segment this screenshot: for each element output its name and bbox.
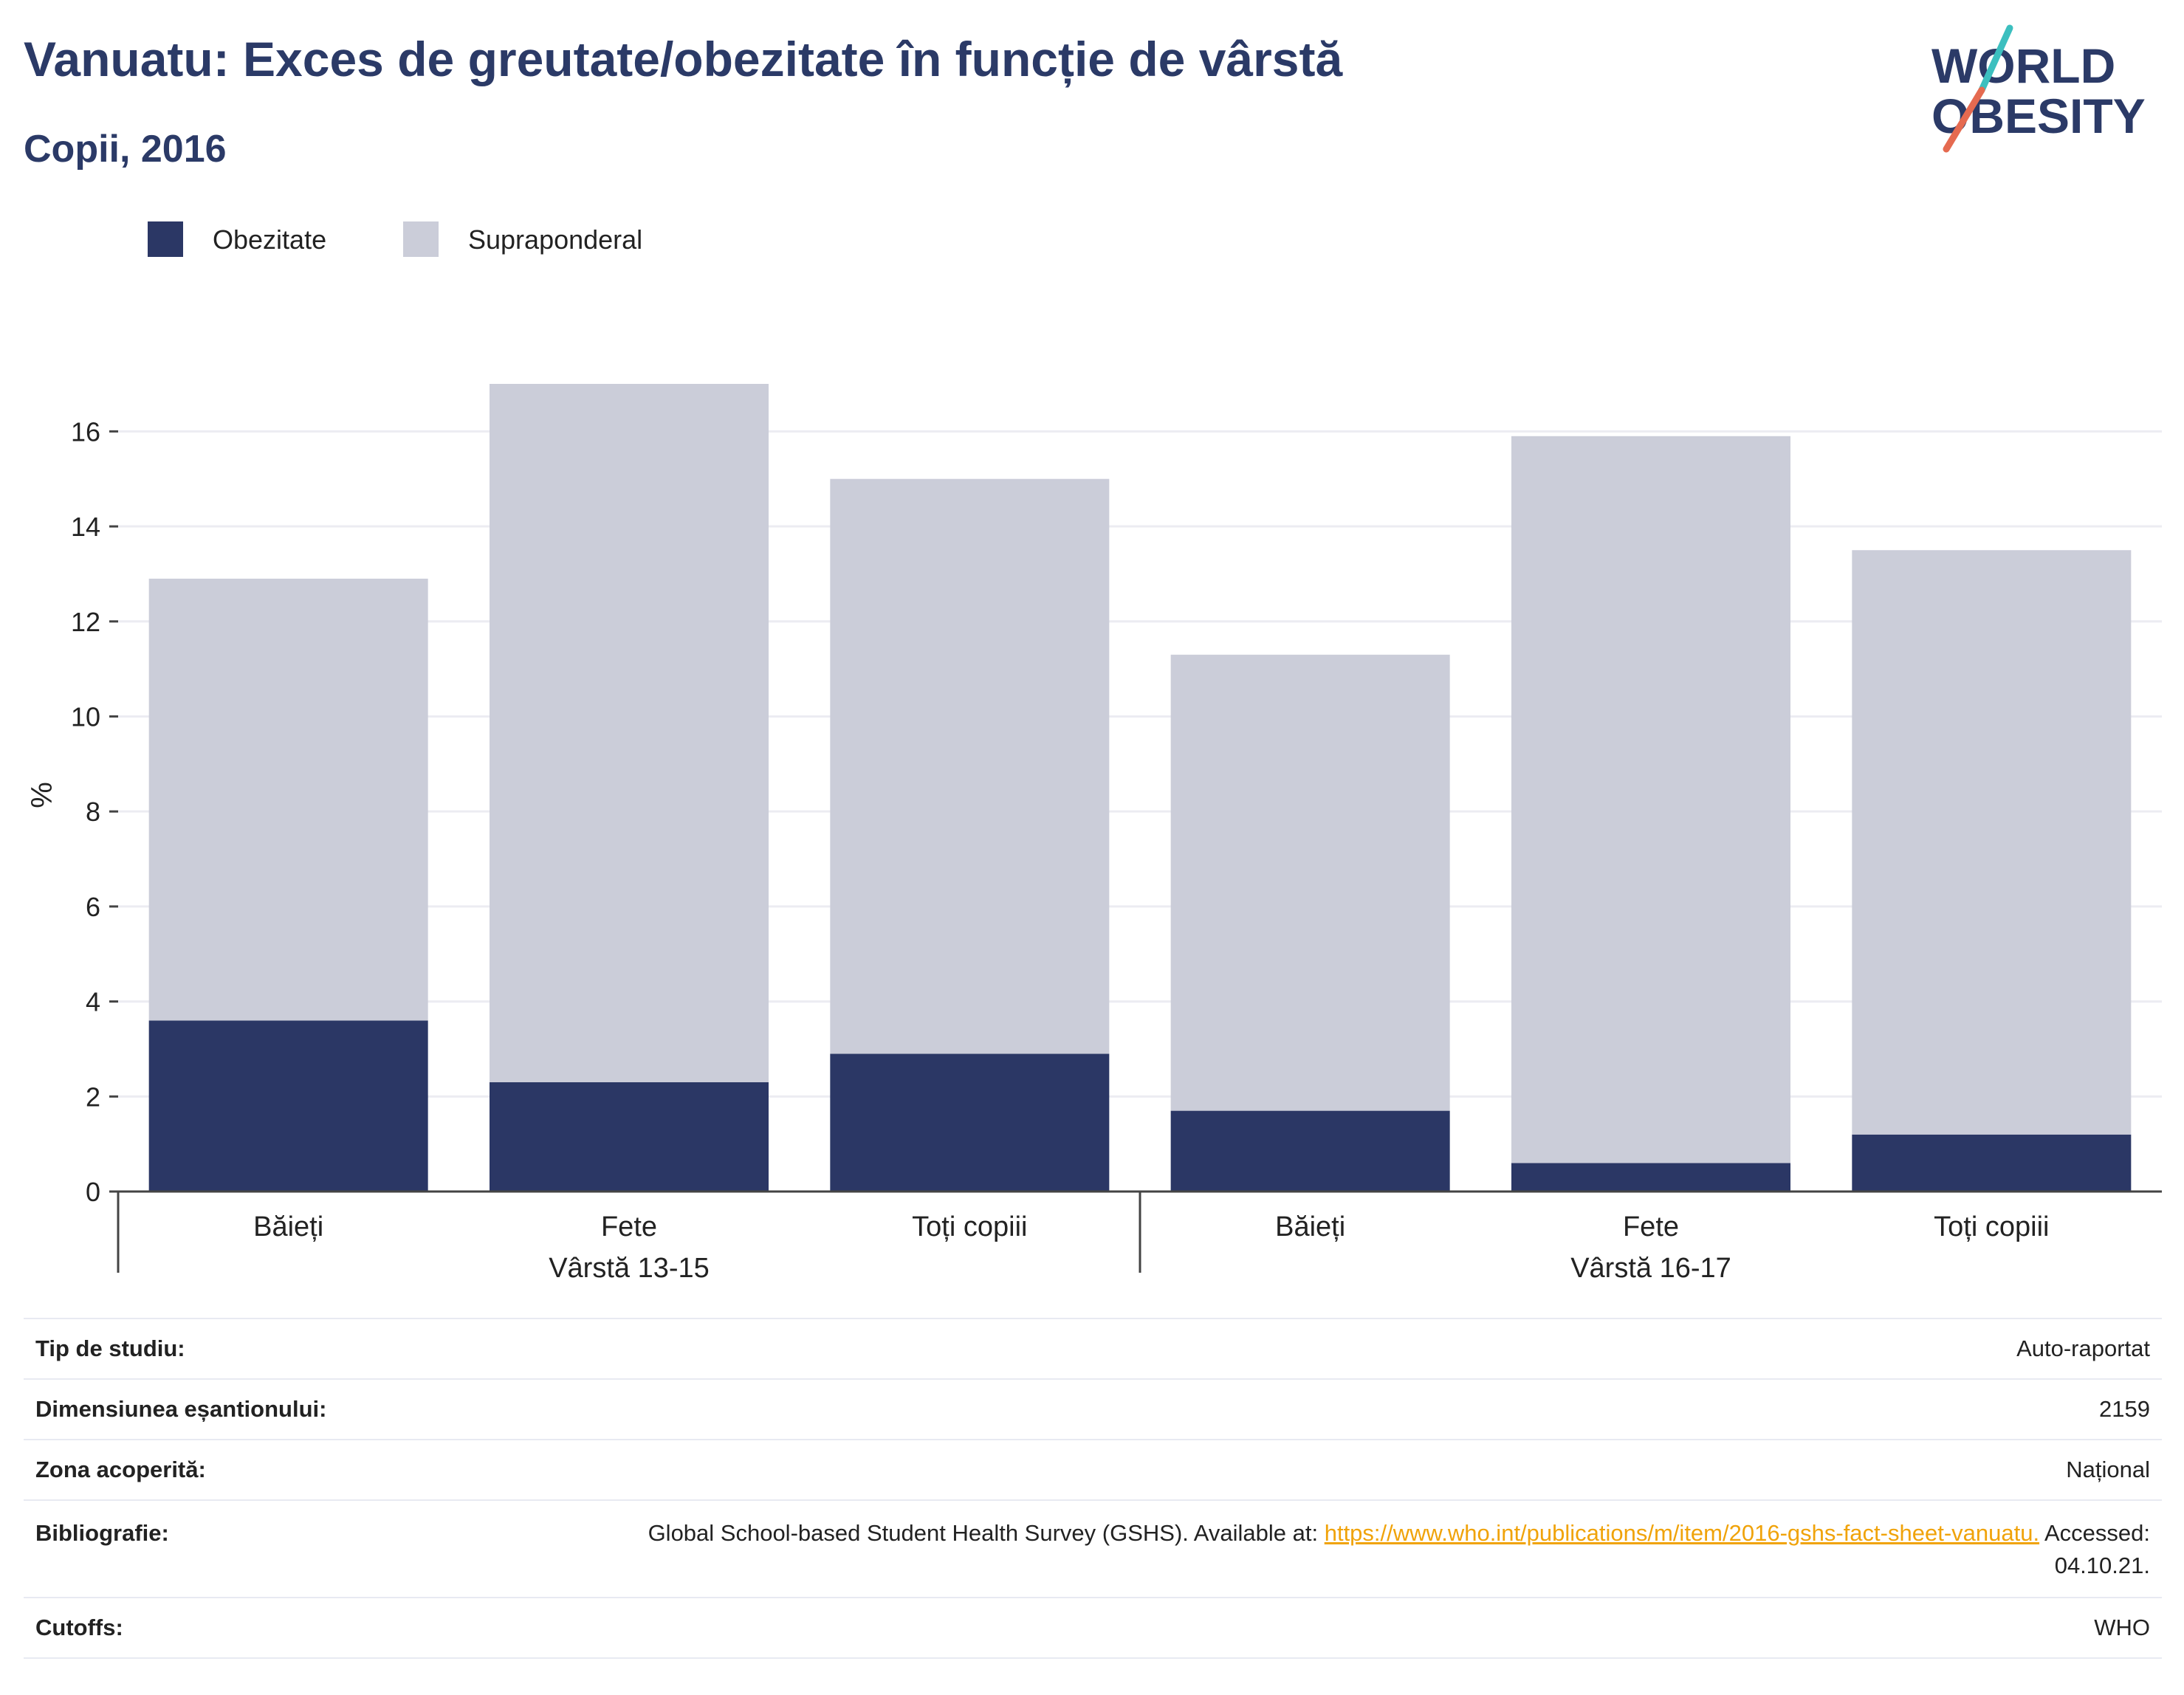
bibliography-link[interactable]: https://www.who.int/publications/m/item/… bbox=[1324, 1520, 2040, 1546]
y-tick-label: 4 bbox=[86, 987, 100, 1017]
y-tick-label: 12 bbox=[71, 607, 100, 637]
logo-line-1: WORLD bbox=[1931, 38, 2115, 93]
chart-legend: Obezitate Supraponderal bbox=[148, 221, 642, 257]
logo-slash-teal bbox=[1978, 24, 2013, 94]
x-axis: Băieți Fete Toți copiii Băieți Fete Toți copi… bbox=[117, 1190, 2162, 1284]
info-row-bibliography: Bibliografie: Global School-based Studen… bbox=[24, 1499, 2162, 1598]
chart-title: Vanuatu: Exces de greutate/obezitate în … bbox=[24, 32, 1343, 86]
info-value: Global School-based Student Health Surve… bbox=[579, 1499, 2162, 1598]
y-tick-label: 2 bbox=[86, 1082, 100, 1112]
y-axis-label: % bbox=[26, 782, 58, 808]
bibliography-prefix: Global School-based Student Health Surve… bbox=[648, 1520, 1325, 1546]
legend-swatch-0 bbox=[148, 221, 183, 257]
y-axis: 0 2 4 6 8 10 12 14 16% bbox=[26, 416, 118, 1207]
legend-label-1: Supraponderal bbox=[468, 224, 642, 255]
bar-overweight-0 bbox=[148, 578, 428, 1021]
group-label: Vârstă 13-15 bbox=[549, 1253, 710, 1284]
y-tick-label: 8 bbox=[86, 797, 100, 827]
logo-slash-orange bbox=[1943, 86, 1985, 153]
stacked-bar-chart: Obezitate Supraponderal 0 2 4 6 8 10 12 14 16% Bă… bbox=[26, 221, 2162, 1284]
bar-obesity-3 bbox=[1170, 1110, 1450, 1192]
x-tick-label: Toți copiii bbox=[1934, 1211, 2049, 1242]
y-tick-label: 16 bbox=[71, 416, 100, 447]
info-row-sample-size: Dimensiunea eșantionului: 2159 bbox=[24, 1378, 2162, 1440]
x-tick-label: Fete bbox=[601, 1211, 657, 1242]
bar-obesity-4 bbox=[1511, 1163, 1790, 1192]
y-tick-label: 6 bbox=[86, 892, 100, 922]
legend-swatch-1 bbox=[403, 221, 439, 257]
info-value: Național bbox=[579, 1439, 2162, 1500]
bar-overweight-3 bbox=[1170, 654, 1450, 1111]
bar-obesity-2 bbox=[830, 1053, 1110, 1192]
x-tick-label: Toți copiii bbox=[912, 1211, 1027, 1242]
bar-overweight-1 bbox=[490, 384, 769, 1082]
legend-label-0: Obezitate bbox=[213, 224, 326, 255]
info-value: 2159 bbox=[579, 1378, 2162, 1440]
info-value: WHO bbox=[579, 1597, 2162, 1659]
world-obesity-logo: WORLD OBESITY bbox=[1931, 24, 2146, 153]
bar-overweight-4 bbox=[1511, 436, 1790, 1163]
x-tick-label: Băieți bbox=[253, 1211, 323, 1242]
info-label: Cutoffs: bbox=[24, 1597, 579, 1659]
chart-subtitle: Copii, 2016 bbox=[24, 128, 227, 171]
x-tick-label: Băieți bbox=[1275, 1211, 1345, 1242]
info-label: Bibliografie: bbox=[24, 1499, 579, 1598]
y-tick-label: 0 bbox=[86, 1177, 100, 1207]
x-tick-label: Fete bbox=[1623, 1211, 1679, 1242]
info-label: Zona acoperită: bbox=[24, 1439, 579, 1500]
bar-overweight-5 bbox=[1852, 550, 2132, 1135]
grid-lines bbox=[118, 430, 2162, 1098]
bar-obesity-5 bbox=[1852, 1134, 2132, 1192]
info-label: Dimensiunea eșantionului: bbox=[24, 1378, 579, 1440]
study-info-table: Tip de studiu: Auto-raportat Dimensiunea… bbox=[24, 1318, 2162, 1659]
bar-obesity-1 bbox=[490, 1082, 769, 1192]
bibliography-suffix: Accessed: 04.10.21. bbox=[2039, 1520, 2150, 1578]
bars bbox=[148, 384, 2132, 1192]
bar-overweight-2 bbox=[830, 478, 1110, 1054]
info-row-area: Zona acoperită: Național bbox=[24, 1439, 2162, 1500]
bar-obesity-0 bbox=[148, 1020, 428, 1192]
info-value: Auto-raportat bbox=[579, 1318, 2162, 1379]
y-tick-label: 10 bbox=[71, 701, 100, 732]
y-tick-label: 14 bbox=[71, 512, 100, 542]
info-row-cutoffs: Cutoffs: WHO bbox=[24, 1597, 2162, 1659]
info-label: Tip de studiu: bbox=[24, 1318, 579, 1379]
group-label: Vârstă 16-17 bbox=[1570, 1253, 1731, 1284]
info-row-study-type: Tip de studiu: Auto-raportat bbox=[24, 1318, 2162, 1379]
